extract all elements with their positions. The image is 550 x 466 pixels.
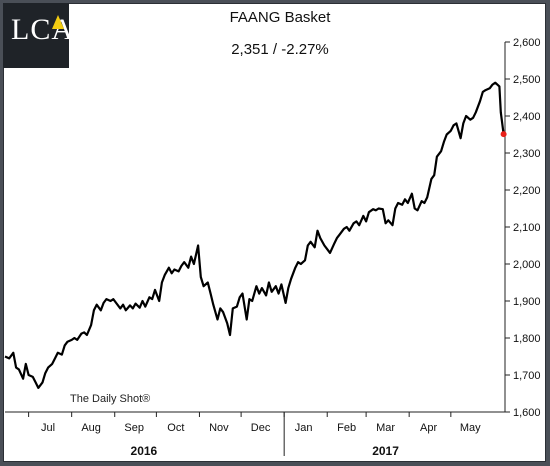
x-tick-label: May xyxy=(460,422,481,434)
y-tick-label: 2,100 xyxy=(513,222,541,234)
chart-subtitle: 2,351 / -2.27% xyxy=(231,41,329,58)
labels-group: 1,600 1,700 1,800 1,900 2,000 2,100 2,200 2,300… xyxy=(41,37,541,458)
y-tick-label: 2,200 xyxy=(513,185,541,197)
chart-frame xyxy=(3,3,546,462)
x-tick-label: Dec xyxy=(251,422,271,434)
y-tick-label: 1,800 xyxy=(513,333,541,345)
y-tick-label: 2,000 xyxy=(513,259,541,271)
series-line xyxy=(4,81,505,389)
last-value-marker xyxy=(500,131,507,138)
y-tick-label: 1,900 xyxy=(513,296,541,308)
x-tick-label: Nov xyxy=(209,422,229,434)
x-tick-label: Jul xyxy=(41,422,55,434)
year-label: 2016 xyxy=(131,444,158,458)
watermark-text: The Daily Shot® xyxy=(70,393,150,405)
logo-accent-triangle-icon xyxy=(52,15,64,29)
y-tick-label: 2,500 xyxy=(513,74,541,86)
x-tick-label: Jan xyxy=(295,422,313,434)
y-tick-label: 2,400 xyxy=(513,111,541,123)
y-tick-label: 2,300 xyxy=(513,148,541,160)
x-tick-label: Oct xyxy=(167,422,184,434)
year-label: 2017 xyxy=(372,444,399,458)
x-tick-label: Feb xyxy=(337,422,356,434)
x-tick-label: Mar xyxy=(376,422,395,434)
y-tick-label: 2,600 xyxy=(513,37,541,49)
y-tick-label: 1,700 xyxy=(513,370,541,382)
x-tick-label: Aug xyxy=(81,422,101,434)
lca-logo: LCA xyxy=(3,3,73,68)
axes-group xyxy=(5,41,510,456)
x-tick-label: Sep xyxy=(124,422,144,434)
x-tick-label: Apr xyxy=(420,422,437,434)
chart-title: FAANG Basket xyxy=(229,9,331,26)
y-tick-label: 1,600 xyxy=(513,407,541,419)
